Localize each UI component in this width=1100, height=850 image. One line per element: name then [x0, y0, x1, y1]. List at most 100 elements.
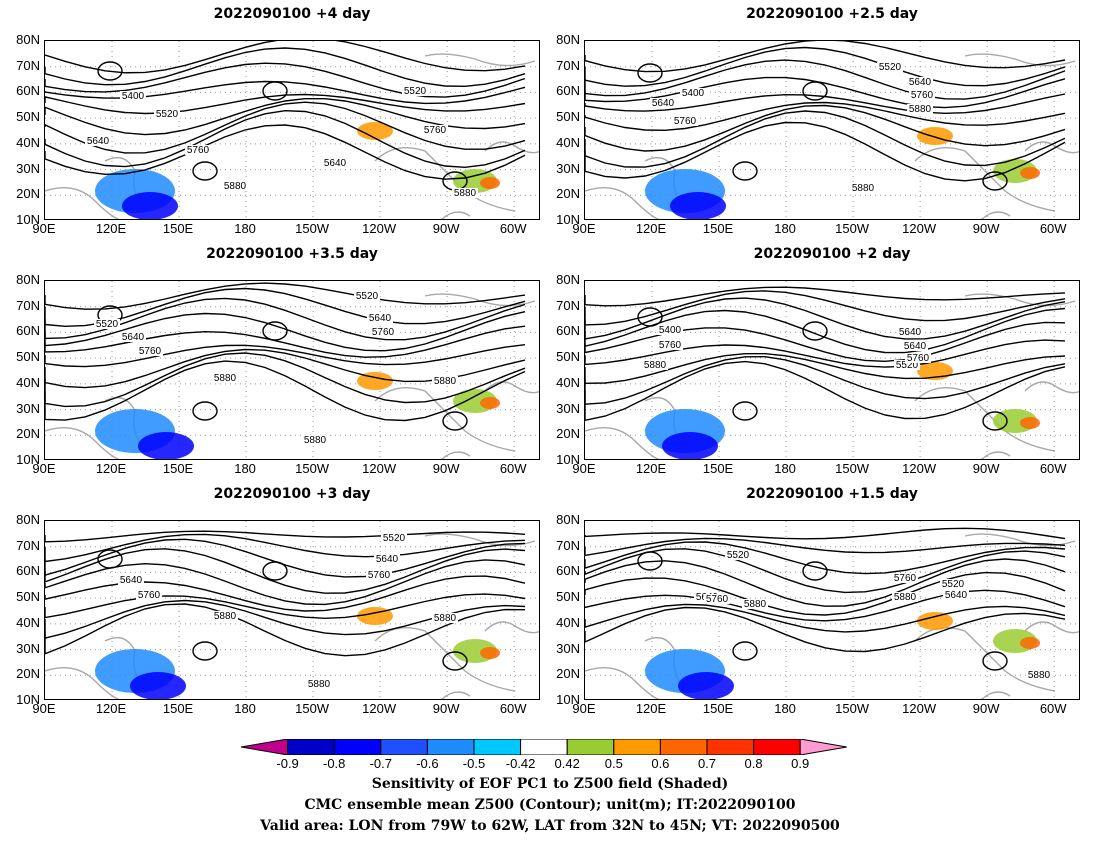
lon-tick-label: 120E [95, 701, 127, 716]
z500-contour [45, 575, 526, 612]
contour-label: 5640 [87, 136, 110, 147]
z500-contour [45, 124, 526, 180]
z500-contour [585, 527, 1066, 540]
colorbar-tick-label: -0.42 [505, 756, 536, 771]
map-canvas: 5400 5520 5640 5640 5760 5760 5880 5880 [585, 41, 1079, 219]
contour-label-bg [120, 332, 146, 342]
contour-label-bg [680, 88, 706, 98]
coastline [441, 451, 471, 459]
closed-contour [192, 401, 218, 421]
lon-tick-label: 120E [635, 461, 667, 476]
lon-tick-label: 180 [774, 461, 796, 476]
coastline [374, 147, 516, 212]
caption-line-2: CMC ensemble mean Z500 (Contour); unit(m… [304, 797, 796, 813]
contour-label-bg [650, 98, 676, 108]
contour-label: 5760 [368, 570, 391, 581]
contour-label: 5640 [904, 341, 927, 352]
contour-label-bg [897, 327, 923, 337]
z500-contour [45, 593, 526, 620]
z500-contour [45, 352, 526, 408]
lat-tick-label: 30N [16, 640, 40, 656]
lon-tick-label: 90W [972, 221, 1000, 236]
map-panel: 5400 5640 5760 5520 5640 5760 5880 [584, 280, 1080, 460]
lon-tick-label: 120W [902, 461, 937, 476]
lon-tick-label: 120E [95, 221, 127, 236]
lon-tick-label: 60W [499, 221, 527, 236]
lon-tick-label: 120E [95, 461, 127, 476]
lat-tick-label: 10N [556, 692, 580, 707]
sensitivity-shading [662, 432, 718, 459]
lat-tick-label: 70N [16, 57, 40, 73]
panel-title: 2022090100 +2.5 day [746, 6, 918, 22]
sensitivity-shading [480, 177, 500, 189]
coastline [585, 187, 660, 219]
lon-tick-label: 150W [295, 221, 330, 236]
z500-contour [585, 290, 1066, 326]
contour-label: 5760 [706, 594, 729, 605]
lat-tick-label: 50N [16, 589, 40, 605]
contour-label: 5520 [156, 109, 179, 120]
coastline [441, 211, 471, 219]
panel-title: 2022090100 +1.5 day [746, 486, 918, 502]
lat-tick-label: 20N [16, 426, 40, 442]
colorbar-swatch [659, 738, 708, 756]
contour-label-bg [212, 611, 238, 621]
closed-contour [637, 307, 663, 327]
lat-tick-label: 30N [556, 400, 580, 416]
contour-label: 5880 [308, 679, 331, 690]
lat-tick-label: 10N [16, 212, 40, 227]
contour-label: 5880 [454, 188, 477, 199]
lat-tick-label: 70N [556, 537, 580, 553]
lat-tick-label: 80N [556, 272, 580, 287]
contour-label-bg [657, 340, 683, 350]
contour-label: 5880 [214, 611, 237, 622]
lat-tick-label: 40N [556, 614, 580, 630]
lon-tick-label: 150E [162, 221, 194, 236]
contour-label: 5640 [652, 98, 675, 109]
lat-tick-label: 50N [16, 349, 40, 365]
colorbar-tick-label: 0.5 [604, 756, 623, 771]
contour-label: 5520 [356, 291, 379, 302]
lat-tick-label: 80N [556, 512, 580, 527]
contour-label-bg [1026, 670, 1052, 680]
contour-label: 5880 [224, 181, 247, 192]
colorbar-tick-label: -0.8 [322, 756, 346, 771]
lat-tick-label: 60N [556, 83, 580, 99]
lon-tick-label: 150W [295, 461, 330, 476]
lon-tick-label: 90E [572, 221, 596, 236]
lat-tick-label: 70N [556, 57, 580, 73]
contour-label: 5640 [909, 77, 932, 88]
lat-tick-label: 50N [556, 349, 580, 365]
colorbar-swatches [240, 738, 847, 756]
colorbar-tick-label: 0.6 [651, 756, 670, 771]
z500-contour [45, 41, 526, 74]
contour-label: 5640 [324, 158, 347, 169]
colorbar-swatch [426, 738, 475, 756]
contour-label-bg [892, 573, 918, 583]
z500-contour [45, 603, 526, 657]
contour-label: 5880 [214, 373, 237, 384]
colorbar-tick-label: -0.9 [276, 756, 299, 771]
lat-tick-label: 10N [556, 452, 580, 467]
closed-contour [97, 549, 123, 569]
sensitivity-shading [480, 397, 500, 409]
sensitivity-shading [357, 372, 393, 390]
z500-contour [585, 606, 1066, 653]
lon-tick-label: 150E [162, 461, 194, 476]
contour-label: 5520 [896, 360, 919, 371]
coastline [981, 691, 1011, 699]
colorbar-swatch [473, 738, 522, 756]
lat-tick-label: 10N [16, 452, 40, 467]
contour-label-bg [894, 360, 920, 370]
z500-contour [45, 548, 526, 594]
colorbar [240, 738, 861, 759]
lon-tick-label: 150W [835, 701, 870, 716]
lat-tick-label: 80N [16, 512, 40, 527]
coastline [441, 691, 471, 699]
lat-tick-label: 60N [16, 83, 40, 99]
lon-tick-label: 60W [1039, 701, 1067, 716]
lon-tick-label: 120W [362, 461, 397, 476]
lon-tick-label: 150E [162, 701, 194, 716]
z500-contour [45, 530, 526, 543]
contour-label-bg [322, 158, 348, 168]
